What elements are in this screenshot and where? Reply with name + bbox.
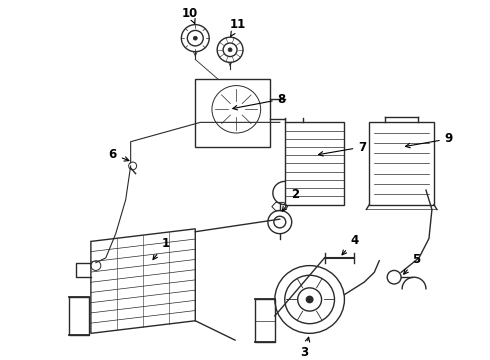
Text: 9: 9 bbox=[406, 132, 453, 148]
Text: 4: 4 bbox=[342, 234, 359, 255]
Circle shape bbox=[306, 296, 314, 303]
Bar bbox=[369, 122, 434, 204]
Text: 6: 6 bbox=[109, 148, 129, 161]
Bar bbox=[196, 79, 270, 147]
Text: 10: 10 bbox=[182, 6, 198, 23]
Circle shape bbox=[228, 48, 232, 52]
Text: 1: 1 bbox=[153, 237, 170, 260]
Text: 7: 7 bbox=[318, 140, 367, 156]
Bar bbox=[255, 300, 275, 342]
Text: 2: 2 bbox=[282, 188, 299, 211]
Bar bbox=[285, 122, 344, 204]
Bar bbox=[69, 297, 89, 335]
Text: 8: 8 bbox=[233, 93, 286, 110]
Text: 5: 5 bbox=[404, 253, 420, 274]
Text: 3: 3 bbox=[300, 337, 310, 359]
Text: 11: 11 bbox=[230, 18, 246, 36]
Circle shape bbox=[193, 36, 197, 40]
